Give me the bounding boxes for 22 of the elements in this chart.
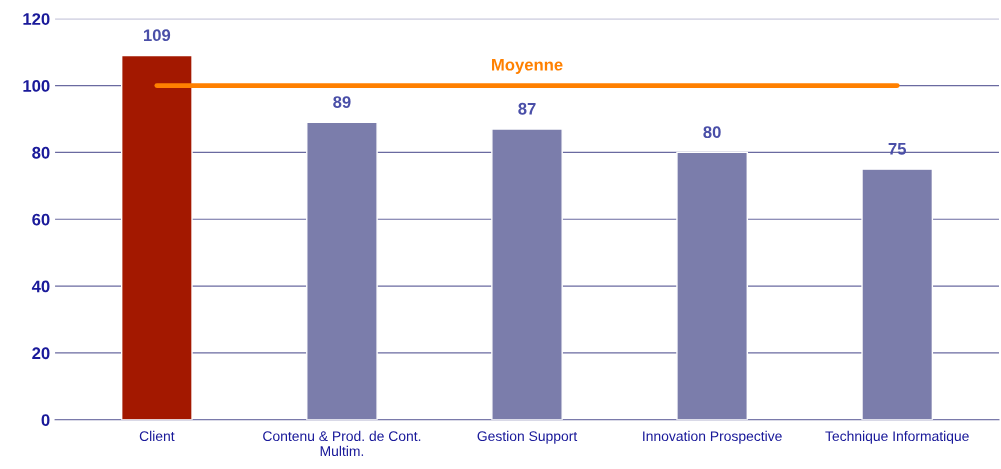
y-tick-label: 0	[41, 414, 50, 426]
y-tick-label: 100	[23, 79, 50, 92]
ref-line-label: Moyenne	[492, 58, 563, 74]
bar	[120, 54, 193, 420]
x-tick-label: Contenu & Prod. de Cont. Multim.	[263, 430, 421, 457]
y-tick-label: 60	[32, 213, 50, 226]
x-tick-label: Innovation Prospective	[643, 430, 782, 444]
x-tick-label: Client	[139, 430, 175, 442]
bar	[491, 128, 563, 420]
bar	[306, 121, 378, 420]
y-tick-label: 80	[32, 146, 50, 159]
data-label: 89	[333, 96, 351, 108]
y-tick-label: 120	[23, 13, 50, 25]
y-tick-label: 40	[31, 280, 50, 293]
data-label: 109	[144, 29, 171, 42]
x-tick-label: Technique Informatique	[825, 430, 969, 444]
x-tick-label: Gestion Support	[477, 430, 578, 444]
bar	[861, 168, 934, 420]
data-label: 80	[703, 126, 721, 139]
data-label: 87	[518, 102, 536, 115]
bar	[676, 151, 748, 420]
y-tick-label: 20	[32, 347, 50, 360]
